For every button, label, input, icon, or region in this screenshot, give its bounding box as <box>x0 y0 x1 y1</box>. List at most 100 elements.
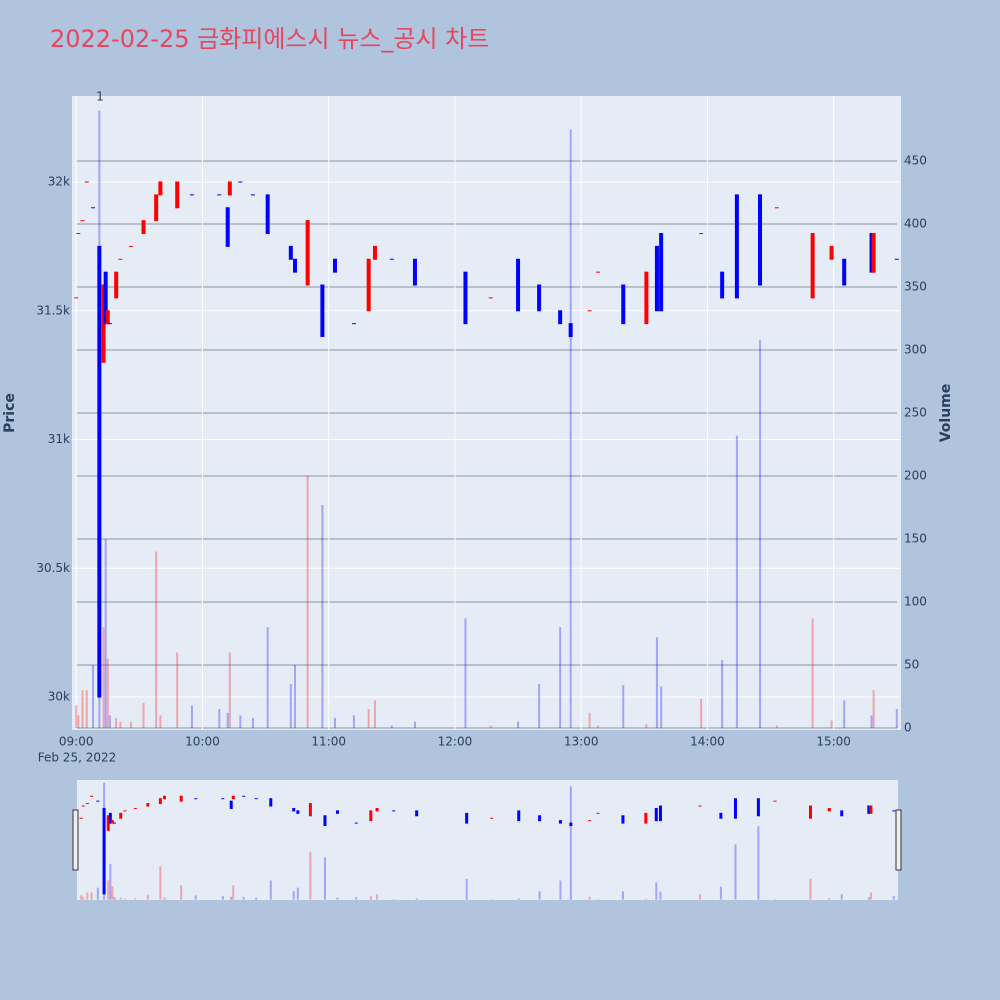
y2-tick-label: 450 <box>904 154 927 168</box>
mini-candle-body <box>375 807 379 812</box>
y2-tick-label: 0 <box>904 720 912 734</box>
candle-body <box>158 181 163 196</box>
candle-body <box>412 258 417 286</box>
mini-volume-bar <box>119 897 122 900</box>
mini-volume-bar <box>376 894 379 900</box>
mini-candle-body <box>733 798 737 819</box>
mini-volume-bar <box>123 898 126 900</box>
volume-bar <box>559 627 562 728</box>
volume-bar <box>489 725 492 728</box>
candle-body <box>734 194 739 299</box>
mini-candle-body <box>158 798 162 805</box>
mini-volume-bar <box>292 891 295 900</box>
candle-body <box>175 181 180 209</box>
volume-bar <box>226 712 229 728</box>
mini-volume-bar <box>309 851 312 900</box>
candle-body <box>141 220 146 235</box>
mini-candle-body <box>827 807 831 812</box>
y2-tick-label: 350 <box>904 280 927 294</box>
volume-bar <box>306 475 309 728</box>
mini-candle-body <box>119 812 123 819</box>
mini-candle-body <box>698 805 702 807</box>
candle-body <box>810 233 815 299</box>
mini-candle-body <box>892 810 896 812</box>
x-tick-label: 11:00 <box>311 735 346 749</box>
volume-bar <box>228 652 231 728</box>
volume-bar <box>367 709 370 728</box>
candle-body <box>568 323 573 338</box>
mini-candle-body <box>96 800 100 802</box>
volume-bar <box>239 715 242 728</box>
volume-bar <box>870 715 873 728</box>
mini-volume-bar <box>96 887 99 900</box>
volume-bar <box>655 637 658 728</box>
y2-tick-label: 200 <box>904 468 927 482</box>
mini-candle-body <box>517 810 521 822</box>
volume-bar <box>251 717 254 728</box>
mini-volume-bar <box>323 857 326 900</box>
mini-volume-bar <box>415 898 418 900</box>
candle-body <box>372 245 377 260</box>
candle-body <box>320 284 325 338</box>
candle-body <box>537 284 542 312</box>
volume-bar <box>645 724 648 728</box>
mini-candle-body <box>465 812 469 824</box>
volume-bar <box>843 700 846 728</box>
mini-candle-body <box>229 800 233 809</box>
mini-candle-body <box>133 807 137 809</box>
candle-body <box>558 310 563 325</box>
candle-body <box>114 271 119 299</box>
mini-volume-bar <box>194 895 197 900</box>
volume-bar <box>775 725 778 728</box>
mini-volume-bar <box>869 892 872 900</box>
mini-volume-bar <box>159 866 162 900</box>
mini-volume-bar <box>107 880 110 900</box>
mini-volume-bar <box>86 892 89 900</box>
volume-bar <box>129 721 132 728</box>
mini-candle-body <box>146 803 150 807</box>
mini-candle-body <box>369 810 373 822</box>
mini-candle-body <box>123 810 127 812</box>
mini-volume-bar <box>719 886 722 900</box>
mini-candle-body <box>719 812 723 819</box>
range-slider[interactable] <box>77 780 898 900</box>
mini-candle-body <box>867 805 871 814</box>
candle-body <box>621 284 626 325</box>
y2-tick-label: 400 <box>904 217 927 231</box>
candle-body <box>720 271 725 299</box>
candle-body <box>516 258 521 312</box>
x-tick-label: 10:00 <box>185 735 220 749</box>
mini-volume-bar <box>111 886 114 900</box>
x-tick-label: 13:00 <box>564 735 599 749</box>
candle-body <box>333 258 338 273</box>
volume-bar <box>373 700 376 728</box>
mini-volume-bar <box>588 896 591 900</box>
volume-bar <box>464 618 467 728</box>
mini-candle-body <box>588 820 592 822</box>
candle-body <box>74 297 79 299</box>
candle-body <box>587 310 592 312</box>
mini-volume-bar <box>369 896 372 900</box>
candle-body <box>84 181 89 183</box>
y-tick-label: 31.5k <box>36 303 70 317</box>
mini-candle-body <box>308 803 312 817</box>
mini-volume-bar <box>355 897 358 900</box>
mini-volume-bar <box>809 878 812 900</box>
mini-volume-bar <box>163 897 166 900</box>
mini-candle-body <box>108 812 112 824</box>
volume-bar <box>538 683 541 728</box>
mini-volume-bar <box>517 898 520 900</box>
slider-handle[interactable] <box>72 809 79 871</box>
candle-body <box>217 194 222 196</box>
mini-volume-bar <box>146 894 149 900</box>
x-tick-label: 12:00 <box>438 735 473 749</box>
candle-body <box>154 194 159 222</box>
mini-candle-body <box>296 810 300 814</box>
slider-handle[interactable] <box>895 809 902 871</box>
y2-tick-label: 250 <box>904 406 927 420</box>
mini-volume-bar <box>538 891 541 900</box>
candle-body <box>250 194 255 196</box>
volume-bar <box>155 551 158 728</box>
y2-tick-label: 300 <box>904 343 927 357</box>
